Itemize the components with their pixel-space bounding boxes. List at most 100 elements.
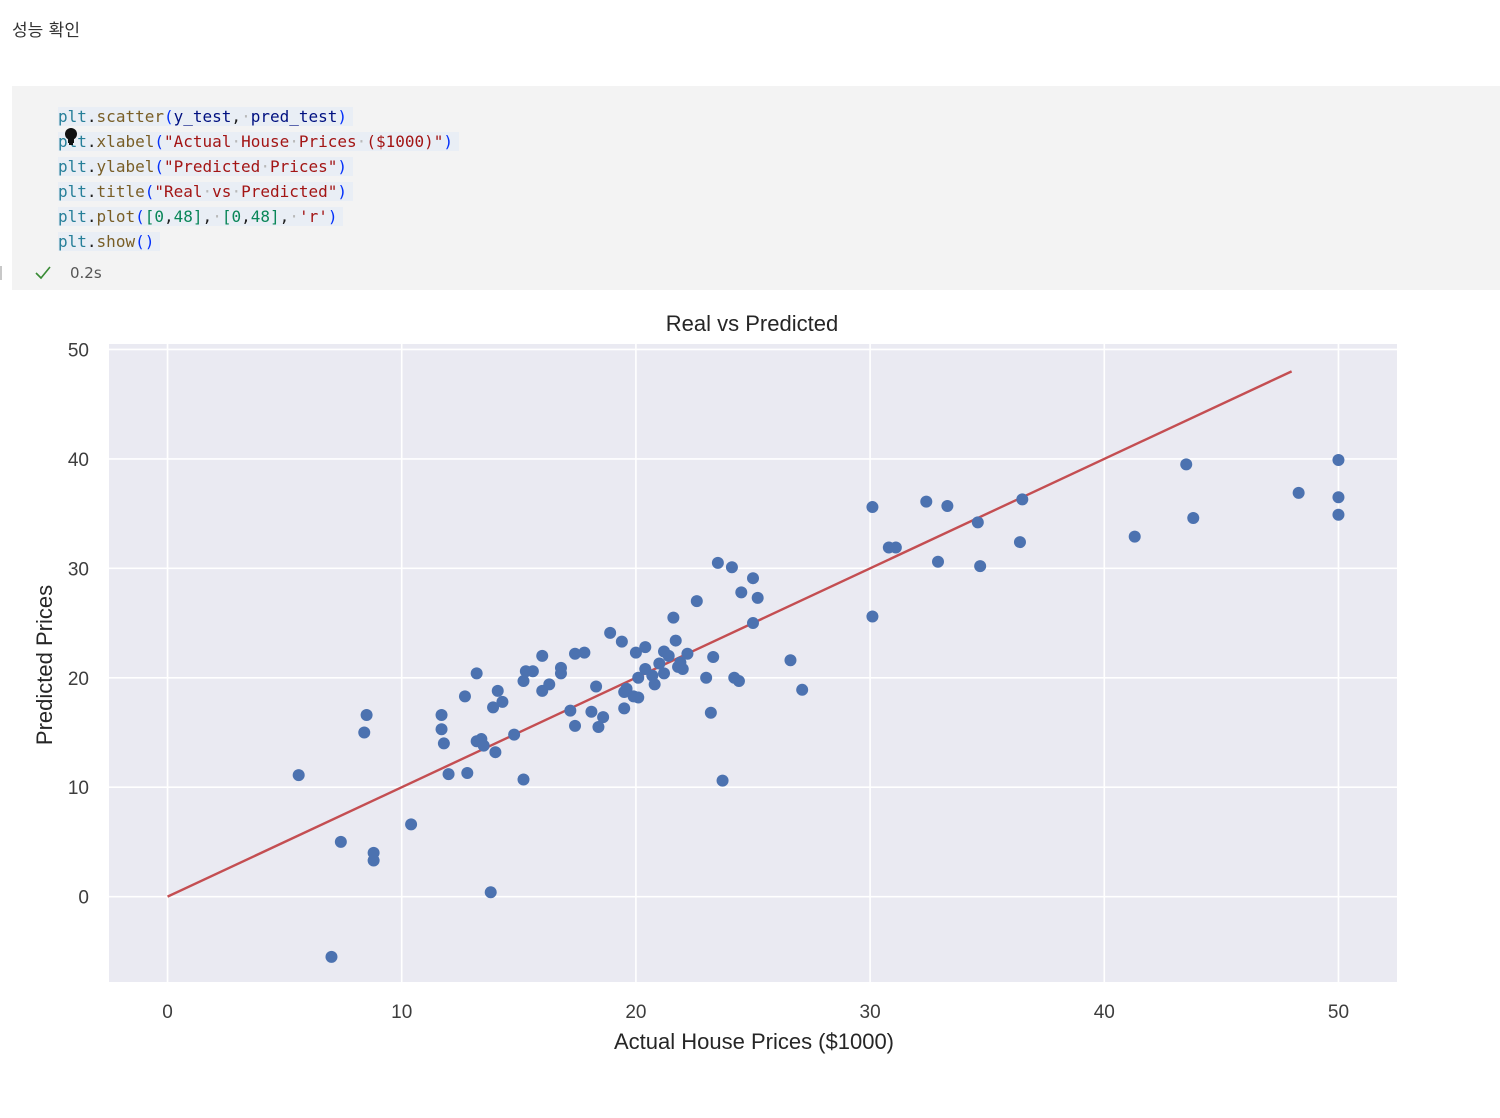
data-point [536,649,549,662]
code-token: xlabel [96,132,155,151]
x-tick-label: 40 [1094,1002,1115,1023]
code-line[interactable]: plt.ylabel("Predicted·Prices") [58,154,459,179]
data-point [470,667,483,680]
code-line[interactable]: plt.plot([0,48],·[0,48],·'r') [58,204,459,229]
data-point [941,499,954,512]
data-point [784,654,797,667]
code-line[interactable]: plt.xlabel("Actual·House·Prices·($1000)"… [58,129,460,154]
data-point [669,634,682,647]
code-token: [ [221,207,232,226]
lightbulb-icon[interactable] [64,128,78,146]
data-point [543,678,556,691]
data-point [667,611,680,624]
code-token: · [241,107,251,126]
data-point [1180,458,1193,471]
code-editor[interactable]: plt.scatter(y_test,·pred_test)plt.xlabel… [58,104,460,254]
code-token: ( [135,207,145,226]
data-point [866,610,879,623]
data-point [704,706,717,719]
data-point [866,501,879,514]
code-token: ($1000)" [366,132,444,151]
code-token: · [289,132,299,151]
code-token: pred_test [250,107,338,126]
data-point [597,711,610,724]
data-point [796,683,809,696]
fit-line-layer [167,370,1293,898]
reference-line [167,370,1293,898]
data-point [604,626,617,639]
markdown-cell[interactable]: 성능 확인 [12,16,80,41]
data-point [564,704,577,717]
chart-title: Real vs Predicted [666,311,838,336]
code-cell[interactable]: plt.scatter(y_test,·pred_test)plt.xlabel… [12,86,1500,290]
data-point [517,773,530,786]
code-token: 'r' [298,207,328,226]
code-token: plot [96,207,136,226]
data-point [484,886,497,899]
code-token: y_test [173,107,232,126]
code-token: . [86,157,97,176]
code-token: plt [58,207,87,226]
code-line[interactable]: plt.scatter(y_test,·pred_test) [58,104,459,129]
code-token: . [86,182,97,201]
code-token: vs [212,182,232,201]
data-point [477,739,490,752]
data-point [889,541,902,554]
data-point [751,591,764,604]
code-token: ) [337,107,348,126]
x-axis-label: Actual House Prices ($1000) [614,1029,894,1054]
data-point [735,586,748,599]
data-point [461,766,474,779]
data-point [615,635,628,648]
code-token: ( [154,157,164,176]
grid-lines [109,344,1397,982]
data-point [487,701,500,714]
y-tick-label: 50 [68,340,89,361]
data-point [334,835,347,848]
markdown-cell-text: 성능 확인 [12,21,80,41]
code-token: 48 [173,207,193,226]
data-point [658,667,671,680]
code-token: , [202,207,213,226]
code-token: · [212,207,222,226]
data-point [1292,486,1305,499]
code-token: scatter [96,107,164,126]
check-icon [35,266,51,280]
code-token: ( [154,132,164,151]
code-token: · [231,182,242,201]
x-tick-label: 50 [1328,1002,1349,1023]
y-tick-label: 0 [78,888,89,909]
data-point [681,647,694,660]
plot-area [109,344,1397,982]
data-point [1332,491,1345,504]
data-point [435,708,448,721]
code-token: , [231,107,242,126]
code-token: , [279,207,290,226]
code-token: ] [270,207,280,226]
data-point [358,726,371,739]
data-point [639,641,652,654]
x-tick-label: 0 [162,1002,173,1023]
code-token: plt [58,182,87,201]
code-token: , [164,207,174,226]
data-point [747,572,759,585]
data-point [932,555,945,568]
code-token: plt [58,107,87,126]
code-token: 48 [250,207,271,226]
data-point [676,663,689,676]
data-point [707,650,720,663]
code-line[interactable]: plt.show() [58,229,459,254]
cell-gutter-marker [0,266,2,280]
code-line[interactable]: plt.title("Real·vs·Predicted") [58,179,459,204]
data-point [405,818,418,831]
data-point [292,769,305,782]
code-token: show [96,232,136,251]
data-point [1187,512,1200,524]
code-token: ) [337,157,348,176]
code-token: ) [443,132,454,151]
data-point [971,516,984,529]
data-points [292,454,1345,963]
scatter-plot-output: 0 10 20 30 40 50 0 10 20 30 40 50 Real vs Predicted… [32,311,1397,1054]
data-point [590,680,603,693]
data-point [974,560,987,573]
